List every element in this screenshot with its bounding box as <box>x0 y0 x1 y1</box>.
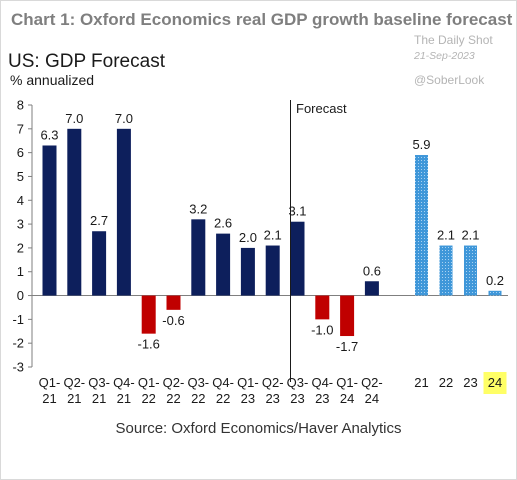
y-tick-label: 6 <box>17 145 24 160</box>
annual-bar-22 <box>439 245 453 296</box>
x-tick-label: Q4-22 <box>212 375 234 406</box>
y-tick-label: 5 <box>17 169 24 184</box>
x-tick-label: Q1-21 <box>39 375 61 406</box>
x-tick-label: Q4-23 <box>311 375 333 406</box>
bar-q2-21 <box>67 128 82 296</box>
y-axis-label: % annualized <box>10 72 95 88</box>
data-label: 2.1 <box>461 228 479 243</box>
x-tick-label: 21 <box>414 375 428 390</box>
bar-q2-23 <box>265 245 280 296</box>
data-label: -1.6 <box>137 337 159 352</box>
x-tick-label: Q2-22 <box>163 375 185 406</box>
y-tick-label: 4 <box>17 193 24 208</box>
bar-q1-24 <box>340 295 355 337</box>
x-tick-label: 22 <box>439 375 453 390</box>
data-label: -1.7 <box>336 339 358 354</box>
y-tick-label: 3 <box>17 217 24 232</box>
bar-q4-22 <box>216 233 231 296</box>
data-label: 6.3 <box>40 127 58 142</box>
annual-bar-23 <box>464 245 477 296</box>
bar-q1-23 <box>240 247 255 296</box>
bar-q4-23 <box>315 295 330 320</box>
highlight-box <box>483 372 507 394</box>
data-label: 2.1 <box>437 228 455 243</box>
data-label: 2.0 <box>239 230 257 245</box>
x-tick-label: Q1-24 <box>336 375 358 406</box>
chart-title: Chart 1: Oxford Economics real GDP growt… <box>11 10 513 29</box>
watermark-handle: @SoberLook <box>414 73 485 87</box>
y-tick-label: 2 <box>17 240 24 255</box>
chart-subtitle: US: GDP Forecast <box>8 51 165 72</box>
data-label: 0.6 <box>363 263 381 278</box>
y-tick-label: 1 <box>17 264 24 279</box>
data-label: 7.0 <box>115 111 133 126</box>
data-label: -0.6 <box>162 313 184 328</box>
bar-q2-24 <box>364 281 379 296</box>
data-label: 3.1 <box>288 204 306 219</box>
data-label: 2.7 <box>90 213 108 228</box>
y-tick-label: -1 <box>12 312 24 327</box>
y-tick-label: 7 <box>17 121 24 136</box>
x-tick-label: 24 <box>488 375 502 390</box>
x-tick-label: Q2-24 <box>361 375 383 406</box>
y-tick-label: -2 <box>12 336 24 351</box>
source-note: Source: Oxford Economics/Haver Analytics <box>115 420 402 437</box>
y-tick-label: -3 <box>12 360 24 375</box>
data-label: -1.0 <box>311 322 333 337</box>
data-label: 2.6 <box>214 216 232 231</box>
bar-q1-21 <box>42 145 57 296</box>
x-tick-label: 23 <box>463 375 477 390</box>
bar-q3-23 <box>290 221 305 296</box>
x-tick-label: Q2-21 <box>63 375 85 406</box>
watermark-source: The Daily Shot <box>414 33 493 47</box>
bar-q3-21 <box>92 231 107 296</box>
x-tick-label: Q2-23 <box>262 375 284 406</box>
data-label: 7.0 <box>65 111 83 126</box>
bar-q2-22 <box>166 295 181 310</box>
bar-q3-22 <box>191 219 206 296</box>
data-label: 0.2 <box>486 273 504 288</box>
y-tick-label: 0 <box>17 288 24 303</box>
watermark-date: 21-Sep-2023 <box>414 50 475 62</box>
forecast-label: Forecast <box>296 101 347 116</box>
y-tick-label: 8 <box>17 98 24 113</box>
bar-q1-22 <box>141 295 156 334</box>
annual-bar-21 <box>415 155 428 296</box>
x-tick-label: Q3-23 <box>287 375 309 406</box>
annual-bar-24 <box>488 290 502 296</box>
data-label: 5.9 <box>412 137 430 152</box>
x-tick-label: Q1-22 <box>138 375 160 406</box>
x-tick-label: Q1-23 <box>237 375 259 406</box>
x-tick-label: Q3-21 <box>88 375 110 406</box>
x-tick-label: Q4-21 <box>113 375 135 406</box>
x-tick-label: Q3-22 <box>187 375 209 406</box>
bar-q4-21 <box>116 128 131 296</box>
data-label: 2.1 <box>264 228 282 243</box>
data-label: 3.2 <box>189 201 207 216</box>
